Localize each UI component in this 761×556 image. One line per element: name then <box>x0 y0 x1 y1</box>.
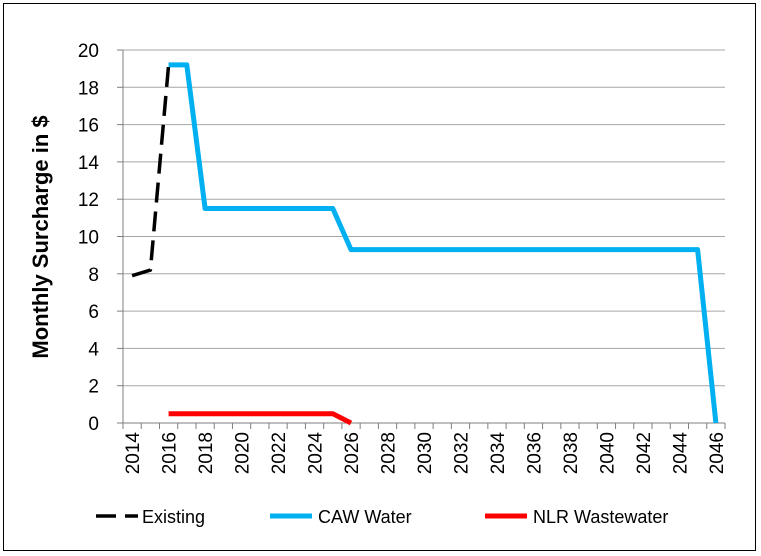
series-line-caw-water <box>168 62 719 424</box>
chart-frame <box>3 3 756 551</box>
x-tick-label: 2026 <box>342 432 363 474</box>
y-tick-label: 16 <box>78 116 99 137</box>
series-line-existing <box>131 64 171 278</box>
x-tick-label: 2040 <box>597 432 618 474</box>
legend: Existing CAW Water NLR Wastewater <box>96 507 668 527</box>
x-tick-label: 2030 <box>415 432 436 474</box>
y-tick-label: 6 <box>88 302 99 323</box>
y-tick-label: 4 <box>88 339 99 360</box>
legend-label-nlr-wastewater: NLR Wastewater <box>533 507 668 527</box>
legend-label-existing: Existing <box>142 507 205 527</box>
x-tick-labels: 2014 2016 2018 2020 2022 2024 2026 2028 2030 2032… <box>123 432 728 475</box>
y-tick-label: 2 <box>88 377 99 398</box>
series-lines <box>131 62 719 426</box>
x-tick-label: 2032 <box>451 432 472 474</box>
y-tick-label: 20 <box>78 41 99 62</box>
x-tick-label: 2044 <box>670 432 691 475</box>
y-tick-label: 0 <box>88 414 99 435</box>
x-tick-label: 2046 <box>707 432 728 474</box>
y-tick-labels: 0 2 4 6 8 10 12 14 16 18 20 <box>78 41 100 435</box>
y-tick-label: 8 <box>88 265 99 286</box>
series-line-nlr-wastewater <box>168 411 353 426</box>
x-tick-label: 2016 <box>160 432 181 474</box>
x-tick-label: 2042 <box>634 432 655 474</box>
gridlines <box>123 49 725 387</box>
x-tick-label: 2020 <box>233 432 254 474</box>
axes <box>117 49 726 429</box>
x-tick-label: 2028 <box>379 432 400 474</box>
y-tick-label: 12 <box>78 190 99 211</box>
x-tick-label: 2034 <box>488 432 509 475</box>
x-tick-label: 2024 <box>306 432 327 475</box>
y-axis-label: Monthly Surcharge in $ <box>28 115 53 358</box>
y-tick-label: 14 <box>78 153 100 174</box>
x-tick-label: 2036 <box>524 432 545 474</box>
y-tick-label: 18 <box>78 78 99 99</box>
x-tick-label: 2038 <box>561 432 582 474</box>
y-tick-label: 10 <box>78 228 99 249</box>
x-tick-label: 2014 <box>123 432 144 475</box>
x-tick-label: 2018 <box>196 432 217 474</box>
legend-label-caw-water: CAW Water <box>318 507 412 527</box>
x-tick-label: 2022 <box>269 432 290 474</box>
